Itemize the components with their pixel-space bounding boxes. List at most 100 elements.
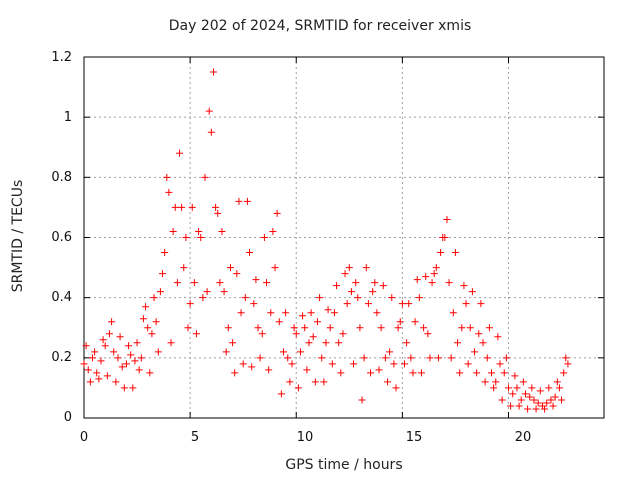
data-point <box>212 203 220 211</box>
data-point <box>460 282 468 290</box>
data-point <box>142 303 150 311</box>
data-point <box>137 354 145 362</box>
data-points <box>80 68 572 413</box>
data-point <box>362 264 370 272</box>
data-point <box>490 384 498 392</box>
data-point <box>239 360 247 368</box>
data-point <box>360 354 368 362</box>
data-point <box>500 369 508 377</box>
data-point <box>292 330 300 338</box>
data-point <box>263 279 271 287</box>
data-point <box>358 396 366 404</box>
data-point <box>84 366 92 374</box>
data-point <box>354 294 362 302</box>
data-point <box>112 378 120 386</box>
data-point <box>417 369 425 377</box>
data-point <box>273 209 281 217</box>
axis-ticks <box>83 56 604 419</box>
data-point <box>277 390 285 398</box>
data-point <box>326 324 334 332</box>
data-point <box>350 360 358 368</box>
data-point <box>536 387 544 395</box>
data-point <box>364 300 372 308</box>
data-point <box>209 68 217 76</box>
data-point <box>439 234 447 241</box>
data-point <box>526 393 534 401</box>
data-point <box>330 309 338 317</box>
data-point <box>269 227 277 235</box>
data-point <box>199 294 207 302</box>
data-point <box>558 396 566 404</box>
data-point <box>97 357 105 365</box>
data-point <box>150 294 158 302</box>
data-point <box>352 279 360 287</box>
data-point <box>243 197 251 205</box>
data-point <box>534 399 542 407</box>
data-point <box>237 309 245 317</box>
data-point <box>82 342 90 350</box>
data-point <box>388 294 396 302</box>
data-point <box>309 333 317 341</box>
data-point <box>311 378 319 386</box>
data-point <box>133 339 141 347</box>
data-point <box>564 360 572 368</box>
data-point <box>394 324 402 332</box>
data-point <box>131 357 139 365</box>
data-point <box>337 369 345 377</box>
data-point <box>299 312 307 320</box>
data-point <box>246 249 254 257</box>
data-point <box>197 234 205 241</box>
data-point <box>103 372 111 380</box>
data-point <box>367 369 375 377</box>
data-point <box>218 227 226 235</box>
data-point <box>205 107 213 115</box>
y-tick-label: 0.8 <box>51 170 72 185</box>
data-point <box>156 288 164 296</box>
data-point <box>496 360 504 368</box>
data-point <box>290 324 298 332</box>
data-point <box>110 348 118 356</box>
data-point <box>347 288 355 296</box>
data-point <box>122 360 130 368</box>
data-point <box>271 264 279 272</box>
data-point <box>307 309 315 317</box>
data-point <box>553 378 561 386</box>
data-point <box>173 279 181 287</box>
chart-title: Day 202 of 2024, SRMTID for receiver xmi… <box>168 18 472 34</box>
data-point <box>182 234 190 241</box>
data-point <box>235 197 243 205</box>
y-tick-label: 0.2 <box>51 350 72 365</box>
data-point <box>532 405 540 413</box>
data-point <box>381 354 389 362</box>
data-point <box>477 300 485 308</box>
data-point <box>116 333 124 341</box>
y-tick-label: 0.6 <box>51 230 72 245</box>
data-point <box>373 309 381 317</box>
y-tick-label: 0 <box>63 410 72 425</box>
data-point <box>129 384 137 392</box>
data-point <box>549 402 557 410</box>
data-point <box>403 339 411 347</box>
data-point <box>555 384 563 392</box>
data-point <box>345 264 353 272</box>
data-point <box>226 264 234 272</box>
data-point <box>428 279 436 287</box>
grid <box>84 57 604 418</box>
data-point <box>396 318 404 326</box>
data-point <box>517 396 525 404</box>
data-point <box>178 203 186 211</box>
data-point <box>294 384 302 392</box>
data-point <box>286 378 294 386</box>
data-point <box>163 173 171 181</box>
data-point <box>426 354 434 362</box>
data-point <box>494 333 502 341</box>
data-point <box>256 354 264 362</box>
data-point <box>528 384 536 392</box>
data-point <box>386 348 394 356</box>
data-point <box>415 294 423 302</box>
data-point <box>371 279 379 287</box>
data-point <box>267 309 275 317</box>
data-point <box>471 348 479 356</box>
data-point <box>524 405 532 413</box>
